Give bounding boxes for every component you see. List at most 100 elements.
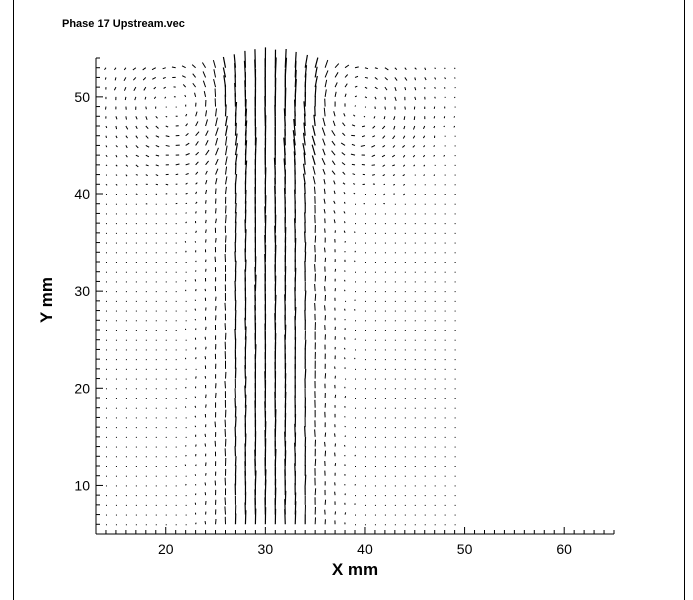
vector-mark — [185, 192, 188, 195]
vector-mark — [215, 117, 218, 127]
vector-mark — [165, 125, 169, 128]
vector-mark — [404, 252, 406, 254]
vector-mark — [402, 154, 406, 158]
vector-mark — [135, 174, 138, 176]
vector-mark — [384, 359, 386, 361]
vector-mark — [414, 475, 416, 477]
vector-mark — [454, 203, 456, 205]
vector-mark — [225, 166, 228, 175]
vector-mark — [135, 223, 137, 225]
vector-mark — [444, 495, 446, 497]
vector-mark — [364, 504, 366, 506]
vector-mark — [454, 164, 456, 166]
vector-mark — [194, 92, 197, 97]
vector-mark — [392, 164, 396, 167]
vector-mark — [123, 77, 127, 82]
vector-mark — [145, 446, 147, 448]
vector-mark — [105, 514, 107, 516]
vector-mark — [374, 67, 378, 70]
chart-title: Phase 17 Upstream.vec — [62, 18, 185, 30]
vector-mark — [313, 114, 316, 127]
vector-mark — [444, 407, 446, 409]
vector-mark — [384, 86, 388, 91]
vector-mark — [125, 504, 127, 506]
vector-mark — [123, 86, 127, 91]
vector-mark — [313, 186, 316, 195]
vector-mark — [384, 514, 386, 516]
vector-mark — [155, 495, 157, 497]
vector-mark — [145, 223, 147, 225]
vector-mark — [404, 524, 406, 526]
vector-mark — [394, 359, 396, 361]
vector-mark — [314, 283, 316, 292]
vector-mark — [433, 154, 436, 157]
vector-mark — [364, 76, 369, 79]
vector-mark — [344, 74, 349, 78]
vector-mark — [392, 135, 396, 140]
vector-mark — [115, 475, 117, 477]
vector-mark — [404, 407, 406, 409]
vector-mark — [374, 242, 376, 244]
vector-mark — [222, 56, 227, 68]
vector-mark — [215, 305, 217, 311]
vector-mark — [145, 359, 147, 361]
vector-mark — [383, 193, 386, 196]
vector-mark — [334, 72, 339, 78]
vector-mark — [185, 221, 187, 224]
vector-mark — [125, 398, 127, 399]
vector-mark — [434, 475, 436, 477]
y-tick-label: 20 — [74, 380, 90, 396]
vector-mark — [135, 203, 137, 205]
vector-mark — [105, 291, 107, 293]
vector-mark — [364, 378, 366, 380]
vector-mark — [205, 473, 207, 476]
vector-mark — [165, 310, 167, 312]
vector-mark — [343, 347, 346, 350]
vector-mark — [394, 232, 396, 234]
vector-mark — [165, 398, 167, 399]
vector-mark — [145, 252, 147, 254]
vector-mark — [364, 194, 366, 195]
vector-mark — [175, 368, 177, 370]
vector-mark — [185, 504, 187, 506]
vector-mark — [414, 320, 416, 322]
vector-mark — [394, 77, 398, 81]
vector-mark — [414, 378, 416, 380]
vector-mark — [361, 135, 366, 138]
vector-mark — [364, 466, 366, 467]
vector-mark — [115, 223, 117, 225]
vector-mark — [364, 427, 366, 429]
vector-mark — [105, 164, 108, 167]
vector-mark — [125, 252, 127, 254]
vector-mark — [105, 456, 107, 458]
vector-mark — [394, 330, 396, 331]
vector-mark — [185, 163, 190, 166]
vector-mark — [434, 398, 436, 399]
vector-mark — [454, 184, 456, 186]
vector-mark — [402, 145, 406, 148]
vector-mark — [105, 359, 107, 361]
vector-mark — [135, 320, 137, 322]
vector-mark — [424, 271, 426, 273]
vector-mark — [185, 173, 189, 176]
vector-mark — [175, 300, 177, 302]
vector-mark — [384, 427, 386, 429]
vector-mark — [444, 213, 446, 215]
vector-mark — [344, 93, 347, 98]
vector-mark — [343, 221, 346, 224]
vector-mark — [175, 417, 177, 419]
vector-mark — [314, 57, 319, 68]
vector-mark — [135, 262, 137, 263]
vector-mark — [192, 82, 197, 88]
vector-mark — [444, 271, 446, 273]
vector-mark — [185, 123, 188, 127]
vector-mark — [414, 466, 416, 467]
vector-mark — [404, 514, 406, 516]
vector-mark — [394, 213, 396, 215]
vector-mark — [105, 368, 107, 370]
vector-mark — [341, 152, 346, 156]
vector-mark — [323, 198, 326, 204]
vector-mark — [105, 495, 107, 497]
vector-mark — [165, 183, 169, 186]
vector-mark — [394, 320, 396, 322]
